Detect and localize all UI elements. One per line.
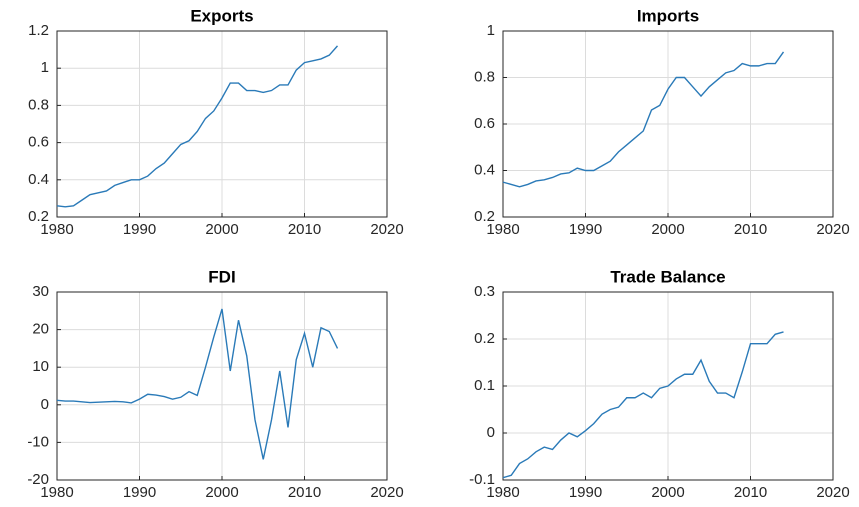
chart-title: Imports: [637, 6, 699, 25]
y-tick-label: 0.6: [28, 134, 49, 151]
x-tick-label: 2020: [816, 221, 849, 238]
y-tick-label: 0.1: [474, 377, 495, 394]
y-tick-label: 1: [487, 22, 495, 39]
x-tick-label: 1980: [486, 221, 519, 238]
y-tick-label: 10: [32, 358, 49, 375]
x-tick-label: 2020: [370, 484, 403, 501]
y-tick-label: 0.2: [28, 208, 49, 225]
y-tick-label: 0: [41, 396, 49, 413]
x-tick-label: 1980: [40, 484, 73, 501]
y-tick-label: -20: [27, 471, 49, 488]
axes-frame: [502, 291, 834, 481]
y-tick-label: 0.6: [474, 115, 495, 132]
chart-title: Trade Balance: [610, 267, 725, 286]
x-tick-label: 2010: [288, 484, 321, 501]
y-tick-label: 0.4: [28, 171, 49, 188]
x-tick-label: 2010: [734, 221, 767, 238]
x-tick-label: 1990: [123, 484, 156, 501]
x-tick-label: 1990: [569, 221, 602, 238]
x-tick-label: 2000: [651, 221, 684, 238]
y-tick-label: 1: [41, 59, 49, 76]
x-tick-label: 2000: [205, 221, 238, 238]
y-tick-label: 0.3: [474, 283, 495, 300]
x-tick-label: 1990: [123, 221, 156, 238]
y-tick-label: -10: [27, 433, 49, 450]
x-tick-label: 2010: [734, 484, 767, 501]
y-tick-label: 0: [487, 424, 495, 441]
x-tick-label: 2000: [205, 484, 238, 501]
x-tick-label: 1980: [40, 221, 73, 238]
y-tick-label: 0.8: [28, 96, 49, 113]
x-tick-label: 1980: [486, 484, 519, 501]
y-tick-label: -0.1: [469, 471, 495, 488]
data-line: [56, 45, 339, 208]
y-tick-label: 1.2: [28, 22, 49, 39]
axes-frame: [56, 291, 388, 481]
data-line: [502, 51, 785, 188]
x-tick-label: 1990: [569, 484, 602, 501]
x-tick-label: 2010: [288, 221, 321, 238]
y-tick-label: 0.8: [474, 68, 495, 85]
y-tick-label: 30: [32, 283, 49, 300]
y-tick-label: 0.2: [474, 330, 495, 347]
data-line: [56, 308, 339, 460]
data-line: [502, 331, 784, 479]
x-tick-label: 2000: [651, 484, 684, 501]
y-tick-label: 0.4: [474, 161, 495, 178]
chart-title: FDI: [208, 267, 235, 286]
axes-frame: [502, 30, 834, 218]
y-tick-label: 20: [32, 321, 49, 338]
axes-frame: [56, 30, 388, 218]
x-tick-label: 2020: [370, 221, 403, 238]
x-tick-label: 2020: [816, 484, 849, 501]
chart-title: Exports: [190, 6, 253, 25]
y-tick-label: 0.2: [474, 208, 495, 225]
